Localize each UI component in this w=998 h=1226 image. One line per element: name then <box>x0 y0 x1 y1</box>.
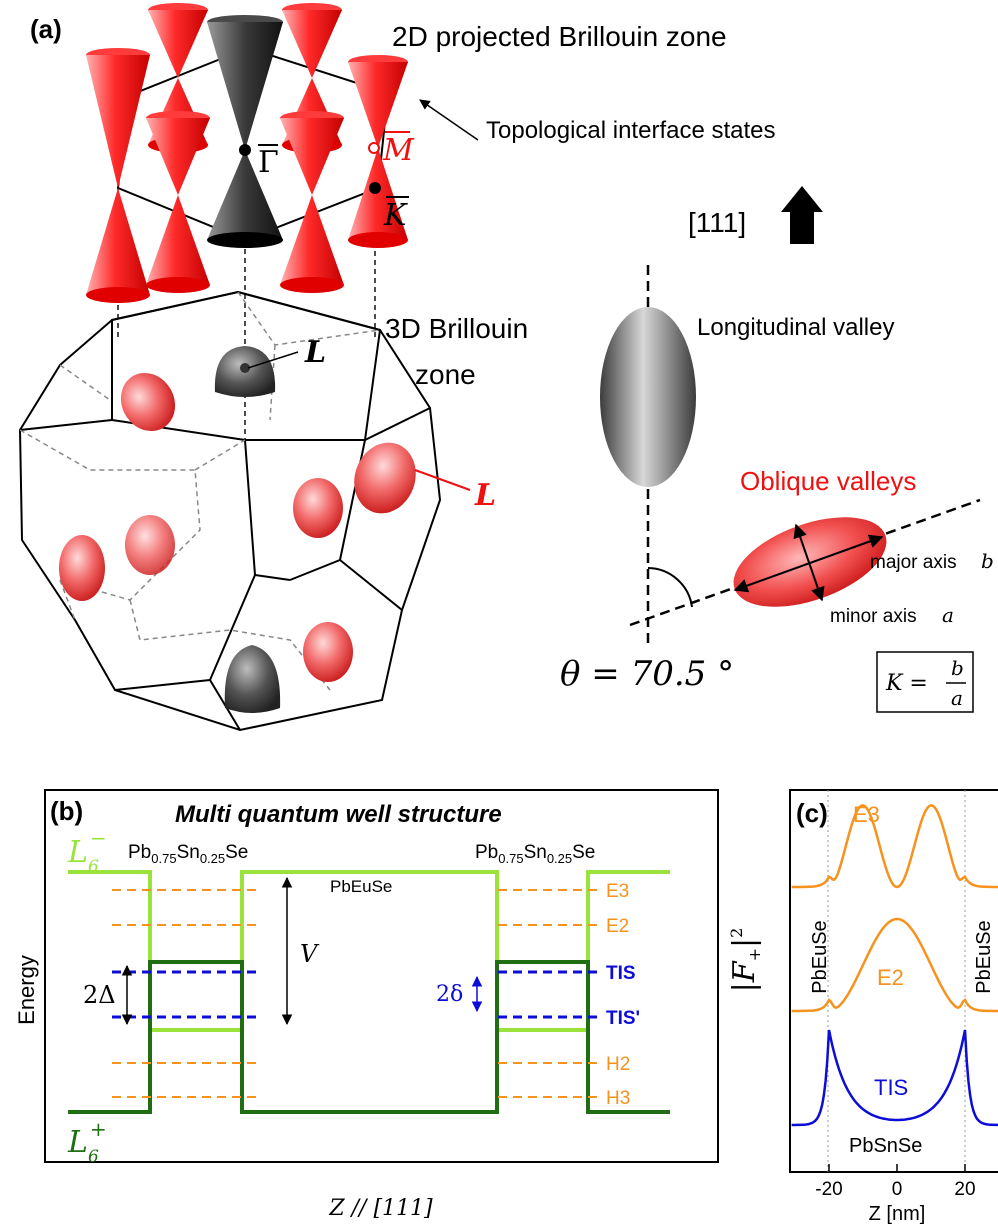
cone-mid-left <box>146 111 210 293</box>
level-label: H3 <box>606 1088 630 1109</box>
svg-text:6: 6 <box>88 857 99 877</box>
k-ratio-den: a <box>951 686 963 710</box>
level-tis: TIS <box>112 963 636 984</box>
longitudinal-label: Longitudinal valley <box>697 314 894 341</box>
direction-arrow <box>781 186 823 244</box>
panel-c: (c) E3 E2 TIS PbEuSe PbEuSe PbSnSe -20 0 2… <box>727 789 998 1225</box>
panel-c-frame <box>789 789 998 1173</box>
svg-text:+: + <box>90 1117 107 1141</box>
gamma-label: Γ <box>258 145 279 180</box>
major-axis-symbol: b <box>981 549 994 573</box>
level-e2: E2 <box>112 916 629 937</box>
bz-valleys <box>59 346 416 713</box>
xtick-label: 20 <box>954 1179 975 1200</box>
minor-axis-symbol: a <box>942 603 954 627</box>
k-ratio-box <box>876 651 974 713</box>
side-label-right: PbEuSe <box>973 920 995 993</box>
panel-b-frame <box>44 789 719 1163</box>
m-point <box>368 142 380 154</box>
angle-arc <box>647 567 693 608</box>
l6-minus-label: L <box>67 835 88 870</box>
curve-tis <box>791 1029 998 1127</box>
level-label: E3 <box>606 881 629 902</box>
band-edge-l6-minus <box>68 870 670 1032</box>
minor-axis-label: minor axis <box>830 606 917 627</box>
level-label: E2 <box>606 916 629 937</box>
level-tisp: TIS' <box>112 1008 640 1029</box>
panel-b-label: (b) <box>50 796 83 826</box>
level-label: TIS <box>606 963 636 984</box>
panel-b-ylabel: Energy <box>14 955 39 1025</box>
panel-b-title: Multi quantum well structure <box>175 801 502 828</box>
longitudinal-valley <box>600 307 696 487</box>
oblique-label: Oblique valleys <box>740 466 916 496</box>
gamma-point <box>239 144 251 156</box>
wavefunction-curves <box>791 804 998 1127</box>
major-axis-label: major axis <box>870 552 957 573</box>
center-label: PbSnSe <box>849 1135 922 1157</box>
cone-left <box>86 48 150 303</box>
cone-mid-right <box>280 111 344 293</box>
side-label-left: PbEuSe <box>809 920 831 993</box>
level-h2: H2 <box>112 1054 630 1075</box>
direction-label: [111] <box>688 207 746 238</box>
l-label-black: L <box>304 335 326 370</box>
panel-c-xticks: -20 0 20 <box>815 1164 976 1200</box>
panel-c-label: (c) <box>796 798 828 828</box>
level-e3: E3 <box>112 881 629 902</box>
svg-text:6: 6 <box>88 1147 99 1167</box>
panel-c-ylabel: |F+|2 <box>727 928 764 993</box>
title-2d-bz: 2D projected Brillouin zone <box>392 21 727 52</box>
curve-label-e3: E3 <box>853 802 880 827</box>
l-valley-bottom <box>224 645 281 713</box>
bz-3d-outline <box>18 290 442 732</box>
xtick-label: 0 <box>892 1179 903 1200</box>
k-label: K <box>383 198 408 233</box>
cone-right <box>348 55 408 248</box>
delta-big-label: 2Δ <box>83 981 116 1009</box>
curve-label-tis: TIS <box>874 1075 908 1100</box>
well-label-left: Pb0.75Sn0.25Se <box>128 842 248 866</box>
panel-b-xlabel: Z // [111] <box>328 1196 433 1221</box>
level-h3: H3 <box>112 1088 630 1109</box>
title-3d-bz-line2: zone <box>415 359 476 390</box>
interface-states-label: Topological interface states <box>486 117 776 144</box>
theta-label: θ = 70.5 ° <box>560 654 734 694</box>
well-label-right: Pb0.75Sn0.25Se <box>475 842 595 866</box>
panel-c-xlabel: Z [nm] <box>869 1203 926 1225</box>
band-edge-l6-plus <box>68 960 670 1114</box>
k-ratio-lhs: K = <box>885 671 928 696</box>
panel-a-label: (a) <box>30 14 62 44</box>
barrier-label: PbEuSe <box>330 877 392 896</box>
curve-e2 <box>791 917 998 1013</box>
bz-3d-hidden-edges <box>19 291 381 691</box>
xtick-label: -20 <box>815 1179 842 1200</box>
k-point <box>369 182 381 194</box>
panel-b: (b) Multi quantum well structure E3 E2 TIS… <box>14 789 719 1221</box>
cone-gamma <box>207 15 283 248</box>
title-3d-bz-line1: 3D Brillouin <box>385 313 528 344</box>
l-label-red: L <box>474 478 496 513</box>
curve-label-e2: E2 <box>877 965 904 990</box>
level-label: H2 <box>606 1054 630 1075</box>
m-label: M <box>382 133 415 168</box>
v-label: V <box>300 940 320 968</box>
subband-levels: E3 E2 TIS TIS' H2 H3 <box>112 881 640 1109</box>
curve-e3 <box>791 804 998 889</box>
level-label: TIS' <box>606 1008 640 1029</box>
k-ratio-num: b <box>951 656 964 680</box>
l6-plus-label: L <box>67 1125 88 1160</box>
svg-text:−: − <box>90 826 107 850</box>
dirac-cones <box>86 3 408 303</box>
delta-small-label: 2δ <box>436 982 463 1007</box>
panel-a: (a) 2D projected Brillouin zone Γ M K To… <box>18 3 994 732</box>
